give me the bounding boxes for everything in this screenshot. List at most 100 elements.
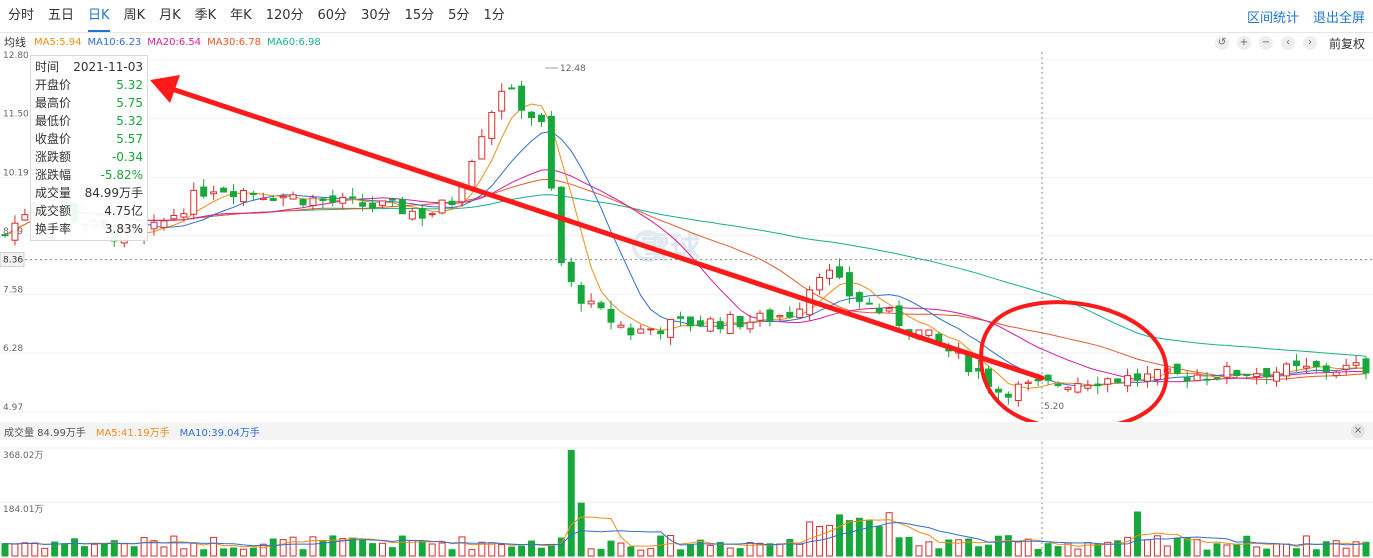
volume-bar (1, 543, 9, 557)
candle-body (458, 186, 466, 203)
tab-period-1[interactable]: 五日 (48, 8, 75, 23)
volume-bar (716, 541, 724, 557)
candle-body (786, 311, 794, 318)
volume-bar (220, 548, 228, 557)
candle-body (1134, 373, 1141, 381)
volume-bar (975, 546, 983, 557)
tooltip-value: 84.99万手 (84, 186, 143, 200)
candle-body (706, 318, 714, 332)
candle-body (1322, 365, 1330, 373)
volume-bar (498, 544, 506, 557)
price-tick-label: 10.19 (3, 168, 29, 178)
candle-body (1143, 373, 1151, 382)
tab-period-4[interactable]: 月K (159, 8, 181, 23)
candle-body (349, 196, 357, 199)
volume-bar (1312, 549, 1320, 557)
volume-bar (1213, 543, 1221, 557)
volume-bar (607, 540, 615, 557)
volume-bar (1362, 541, 1370, 557)
volume-bar (1193, 538, 1201, 557)
volume-bar (1143, 539, 1151, 557)
candle-body (577, 285, 585, 304)
volume-bar (130, 546, 138, 557)
tab-period-5[interactable]: 季K (194, 8, 217, 23)
price-tick-label: 12.80 (3, 51, 29, 61)
tooltip-value: -5.82% (100, 168, 143, 182)
right-icon[interactable]: › (1302, 36, 1317, 50)
volume-bar (1203, 549, 1211, 557)
volume-bar (408, 539, 416, 557)
volume-bar (865, 519, 873, 557)
range-stats-link[interactable]: 区间统计 (1246, 10, 1299, 26)
candle-body (180, 213, 188, 218)
volume-bar (508, 546, 516, 557)
tooltip-row: 开盘价 5.32 (35, 76, 143, 94)
volume-bar (289, 536, 297, 557)
price-tick-label: 7.58 (3, 286, 23, 296)
tab-period-9[interactable]: 30分 (361, 8, 391, 23)
candle-body (686, 316, 694, 327)
tab-period-2[interactable]: 日K (80, 0, 116, 32)
tooltip-value: 3.83% (104, 222, 143, 236)
left-icon[interactable]: ‹ (1280, 36, 1295, 50)
candle-body (428, 213, 436, 216)
tab-period-10[interactable]: 15分 (404, 8, 435, 23)
volume-bar (1283, 543, 1291, 557)
tooltip-value: 5.32 (116, 114, 143, 128)
tab-period-6[interactable]: 年K (230, 8, 252, 23)
volume-bar (1352, 541, 1360, 557)
watermark-logo (632, 230, 664, 262)
candle-body (1213, 377, 1221, 380)
candle-body (1104, 378, 1112, 385)
volume-bar (1342, 547, 1350, 557)
volume-bar (1044, 543, 1052, 557)
tab-period-11[interactable]: 5分 (448, 8, 470, 23)
reset-icon[interactable]: ↺ (1214, 36, 1229, 50)
zoom-out-icon[interactable]: − (1258, 36, 1273, 50)
tooltip-value: 5.75 (116, 96, 143, 110)
volume-bar (796, 543, 804, 557)
adjust-select[interactable]: 前复权 (1328, 36, 1365, 51)
candle-body (438, 199, 446, 214)
zoom-in-icon[interactable]: + (1236, 36, 1251, 50)
volume-bar (359, 540, 367, 557)
volume-bar (190, 542, 198, 557)
ma-legend: 均线 MA5:5.94 MA10:6.23 MA20:6.54 MA30:6.78 MA… (0, 33, 1373, 51)
candle-body (965, 353, 973, 373)
volume-bar (150, 540, 158, 557)
close-icon[interactable]: × (1351, 424, 1365, 438)
exit-fullscreen-link[interactable]: 退出全屏 (1312, 10, 1365, 26)
candle-body (170, 215, 178, 220)
volume-bar (776, 543, 784, 557)
low-price-label: 5.20 (1044, 402, 1064, 412)
candle-body (1084, 384, 1092, 389)
candle-body (1193, 374, 1201, 382)
candle-body (875, 307, 883, 313)
tab-period-3[interactable]: 周K (123, 8, 146, 23)
tooltip-key: 开盘价 (35, 78, 72, 92)
candle-body (766, 309, 774, 322)
tab-period-12[interactable]: 1分 (483, 8, 505, 23)
candle-body (1044, 374, 1052, 381)
candle-body (1263, 368, 1271, 378)
volume-bar (945, 539, 953, 557)
candle-body (607, 308, 615, 323)
candle-body (1352, 362, 1360, 366)
candle-body (1074, 383, 1082, 393)
tab-period-8[interactable]: 60分 (317, 8, 348, 23)
candle-body (1283, 363, 1291, 377)
candle-body (1153, 369, 1161, 380)
red-arrow-head (150, 75, 180, 103)
right-links: 区间统计 退出全屏 (1247, 0, 1365, 32)
volume-bar (1233, 543, 1241, 557)
tooltip-value: 5.32 (116, 78, 143, 92)
candle-body (190, 189, 198, 215)
volume-bar (915, 545, 923, 557)
tab-period-0[interactable]: 分时 (8, 8, 35, 23)
candle-body (498, 90, 506, 112)
candle-body (696, 320, 704, 327)
candle-body (1362, 358, 1370, 374)
tooltip-row: 最高价 5.75 (35, 94, 143, 112)
tab-period-7[interactable]: 120分 (265, 8, 304, 23)
